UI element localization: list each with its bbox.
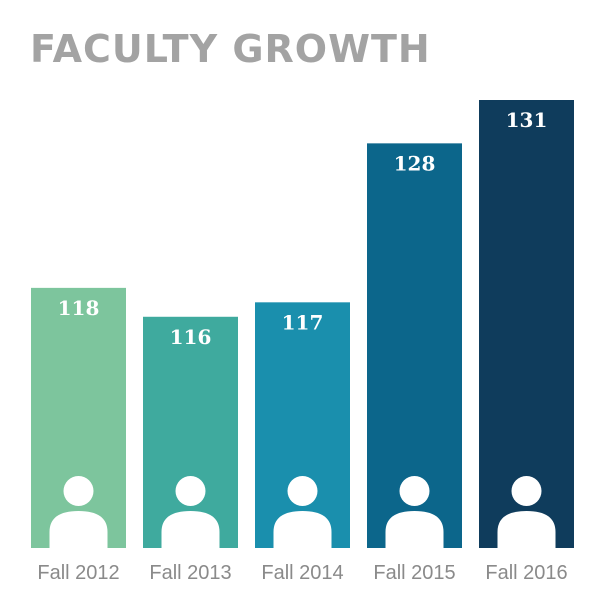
person-icon-head (63, 476, 94, 506)
person-icon-head (175, 476, 206, 506)
person-icon-body (49, 511, 108, 548)
category-label: Fall 2016 (485, 562, 567, 584)
category-label: Fall 2015 (373, 562, 455, 584)
category-label: Fall 2014 (261, 562, 343, 584)
bar-value-label: 116 (170, 325, 212, 349)
bar-group: 131 Fall 2016 (479, 100, 574, 584)
category-label: Fall 2013 (149, 562, 231, 584)
person-icon-body (161, 511, 220, 548)
person-icon-head (399, 476, 430, 506)
person-icon-head (511, 476, 542, 506)
bar (479, 100, 574, 548)
bar (31, 287, 126, 548)
bar-group: 117 Fall 2014 (255, 302, 350, 584)
person-icon (161, 476, 220, 548)
bar-group: 128 Fall 2015 (367, 143, 462, 584)
person-icon (497, 476, 556, 548)
bar-group: 116 Fall 2013 (143, 316, 238, 584)
bar-value-label: 131 (506, 108, 548, 132)
person-icon (49, 476, 108, 548)
person-icon (385, 476, 444, 548)
bar-value-label: 117 (282, 310, 324, 334)
person-icon-body (497, 511, 556, 548)
person-icon-body (385, 511, 444, 548)
person-icon (273, 476, 332, 548)
chart-title: FACULTY GROWTH (30, 27, 431, 71)
person-icon-head (287, 476, 318, 506)
bar-value-label: 118 (58, 296, 100, 320)
bar-value-label: 128 (394, 151, 436, 175)
category-label: Fall 2012 (37, 562, 119, 584)
person-icon-body (273, 511, 332, 548)
bar-group: 118 Fall 2012 (31, 287, 126, 584)
bar (255, 302, 350, 548)
bar (143, 316, 238, 548)
